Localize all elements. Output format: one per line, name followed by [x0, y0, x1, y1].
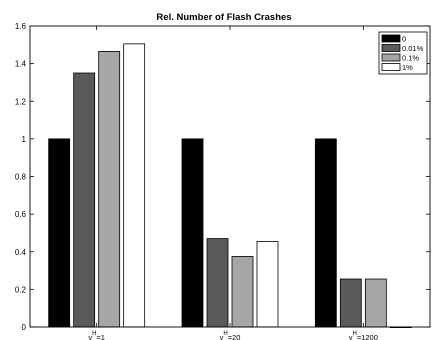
legend-swatch-1	[381, 34, 401, 43]
axes-group: γH=1 γH=20 γH=1200 0 0.2 0.4 0.6 0.8 1 1.2 1.4 1.6	[15, 22, 431, 340]
bar-2-4	[256, 240, 279, 328]
y-tick-label-2: 0.4	[15, 248, 27, 257]
y-tick-label-3: 0.6	[15, 210, 27, 219]
bar-2-1	[181, 138, 204, 328]
legend-swatch-3	[381, 53, 401, 62]
legend-label-3: 0.1%	[402, 54, 419, 63]
legend-label-4: 1%	[402, 63, 413, 72]
bars-group	[48, 43, 412, 329]
bar-1-3	[98, 51, 121, 328]
x-tick-label-2: γH=20	[220, 331, 241, 340]
bar-1-4	[123, 43, 146, 328]
y-tick-label-5: 1	[22, 135, 27, 144]
bar-1-2	[73, 72, 96, 328]
y-tick-label-0: 0	[22, 323, 27, 332]
y-tick-label-6: 1.2	[15, 97, 27, 106]
bar-3-1	[314, 138, 337, 328]
bar-2-2	[206, 238, 229, 328]
bar-2-3	[231, 256, 254, 328]
bar-3-3	[364, 278, 387, 328]
y-tick-label-1: 0.2	[15, 285, 27, 294]
x-tick-label-3: γH=1200	[349, 331, 378, 340]
legend-label-2: 0.01%	[402, 44, 424, 53]
legend-swatch-4	[381, 63, 401, 71]
x-tick-label-1: γH=1	[88, 331, 105, 340]
legend: 00.01%0.1%1%	[378, 31, 428, 75]
y-tick-label-8: 1.6	[15, 22, 27, 31]
y-tick-label-7: 1.4	[15, 60, 27, 69]
y-tick-label-4: 0.8	[15, 173, 27, 182]
chart-title: Rel. Number of Flash Crashes	[156, 12, 291, 23]
legend-label-1: 0	[402, 35, 406, 44]
bar-1-1	[48, 138, 71, 328]
bar-3-2	[339, 278, 362, 328]
legend-swatch-2	[381, 44, 401, 52]
